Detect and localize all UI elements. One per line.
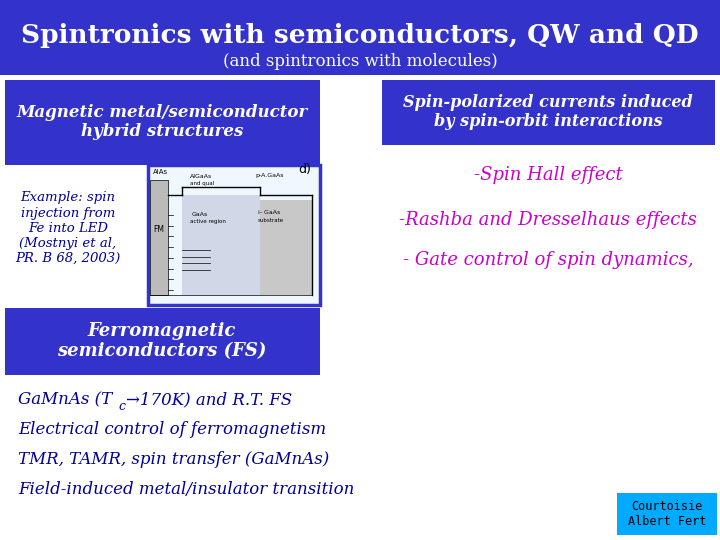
Text: i- GaAs: i- GaAs bbox=[258, 210, 280, 214]
Text: AlGaAs: AlGaAs bbox=[190, 173, 212, 179]
FancyBboxPatch shape bbox=[0, 0, 720, 75]
Text: c: c bbox=[118, 400, 125, 413]
Text: Magnetic metal/semiconductor
hybrid structures: Magnetic metal/semiconductor hybrid stru… bbox=[17, 104, 307, 140]
Text: Field-induced metal/insulator transition: Field-induced metal/insulator transition bbox=[18, 482, 354, 498]
Text: Electrical control of ferromagnetism: Electrical control of ferromagnetism bbox=[18, 422, 326, 438]
FancyBboxPatch shape bbox=[5, 308, 320, 375]
Text: -Rashba and Dresselhaus effects: -Rashba and Dresselhaus effects bbox=[399, 211, 697, 229]
Text: Courtoisie
Albert Fert: Courtoisie Albert Fert bbox=[628, 500, 706, 528]
Text: p-A.GaAs: p-A.GaAs bbox=[255, 173, 284, 179]
Text: active region: active region bbox=[190, 219, 226, 225]
FancyBboxPatch shape bbox=[5, 80, 320, 165]
FancyBboxPatch shape bbox=[148, 165, 320, 305]
Text: substrate: substrate bbox=[258, 218, 284, 222]
Text: - Gate control of spin dynamics,: - Gate control of spin dynamics, bbox=[402, 251, 693, 269]
Text: and qual: and qual bbox=[190, 180, 215, 186]
Bar bbox=[260, 200, 312, 295]
Text: (and spintronics with molecules): (and spintronics with molecules) bbox=[222, 53, 498, 71]
Bar bbox=[182, 195, 260, 295]
FancyBboxPatch shape bbox=[617, 493, 717, 535]
Text: GaAs: GaAs bbox=[192, 213, 208, 218]
Text: Example: spin
injection from
Fe into LED
(Mostnyi et al,
PR. B 68, 2003): Example: spin injection from Fe into LED… bbox=[15, 192, 121, 265]
Text: Spin-polarized currents induced
by spin-orbit interactions: Spin-polarized currents induced by spin-… bbox=[403, 94, 693, 130]
Text: d): d) bbox=[298, 164, 311, 177]
Text: TMR, TAMR, spin transfer (GaMnAs): TMR, TAMR, spin transfer (GaMnAs) bbox=[18, 451, 329, 469]
Text: →170K) and R.T. FS: →170K) and R.T. FS bbox=[126, 392, 292, 408]
Text: -Spin Hall effect: -Spin Hall effect bbox=[474, 166, 622, 184]
Text: Spintronics with semiconductors, QW and QD: Spintronics with semiconductors, QW and … bbox=[21, 23, 699, 48]
Text: AlAs: AlAs bbox=[153, 169, 168, 175]
Text: GaMnAs (T: GaMnAs (T bbox=[18, 392, 112, 408]
FancyBboxPatch shape bbox=[382, 80, 715, 145]
Text: Ferromagnetic
semiconductors (FS): Ferromagnetic semiconductors (FS) bbox=[58, 322, 266, 360]
Text: FM: FM bbox=[153, 226, 164, 234]
Bar bbox=[150, 180, 168, 295]
